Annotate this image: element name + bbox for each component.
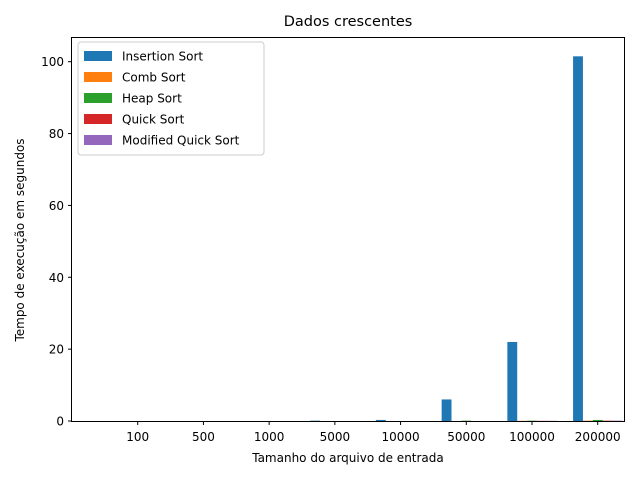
legend-entry-label: Heap Sort (122, 92, 182, 106)
legend-entry-label: Modified Quick Sort (122, 134, 240, 148)
y-tick-label: 0 (56, 415, 64, 429)
legend-swatch (84, 114, 112, 124)
x-axis-label: Tamanho do arquivo de entrada (251, 451, 444, 465)
x-tick-label: 200000 (575, 430, 621, 444)
legend: Insertion Sort Comb Sort Heap Sort Quick So… (78, 42, 264, 155)
legend-swatch (84, 93, 112, 103)
x-tick-label: 500 (192, 430, 215, 444)
x-tick-label: 1000 (254, 430, 285, 444)
x-tick-label: 5000 (320, 430, 351, 444)
y-axis-label: Tempo de execução em segundos (13, 138, 27, 342)
legend-swatch (84, 135, 112, 145)
y-tick-label: 60 (49, 199, 64, 213)
x-tick-label: 100000 (509, 430, 555, 444)
bar (442, 399, 452, 421)
bar (376, 420, 386, 421)
legend-swatch (84, 51, 112, 61)
legend-entry-label: Quick Sort (122, 113, 185, 127)
legend-swatch (84, 72, 112, 82)
x-tick-label: 50000 (447, 430, 485, 444)
bar (507, 342, 517, 421)
bar (593, 420, 603, 421)
y-tick-label: 100 (41, 55, 64, 69)
x-tick-label: 100 (126, 430, 149, 444)
x-tick-label: 10000 (381, 430, 419, 444)
y-tick-label: 80 (49, 127, 64, 141)
chart-title: Dados crescentes (284, 14, 413, 30)
legend-entry-label: Insertion Sort (122, 50, 203, 64)
legend-entry-label: Comb Sort (122, 71, 186, 85)
bar (573, 56, 583, 421)
y-tick-label: 20 (49, 343, 64, 357)
y-tick-label: 40 (49, 271, 64, 285)
